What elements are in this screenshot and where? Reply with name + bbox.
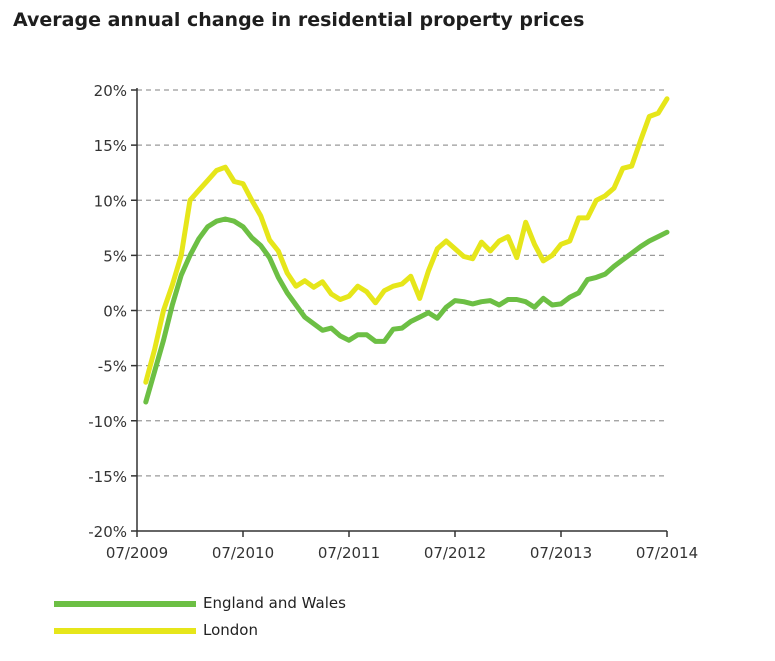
x-tick-label: 07/2012 xyxy=(424,544,486,562)
y-tick-label: 0% xyxy=(103,303,127,321)
y-tick-label: 5% xyxy=(103,247,127,265)
series-line-england-and-wales xyxy=(143,216,670,405)
chart-title: Average annual change in residential pro… xyxy=(13,9,585,31)
x-axis-labels: 07/2009 07/2010 07/2011 07/2012 07/2013 07/20… xyxy=(106,544,698,562)
y-tick-label: 15% xyxy=(94,137,127,155)
y-tick-label: -15% xyxy=(88,468,127,486)
y-tick-label: -5% xyxy=(98,358,127,376)
x-tick-label: 07/2014 xyxy=(636,544,698,562)
axes xyxy=(131,88,668,537)
x-tick-label: 07/2010 xyxy=(212,544,274,562)
y-tick-label: -10% xyxy=(88,413,127,431)
series-line-london xyxy=(143,96,670,385)
gridlines xyxy=(137,89,667,477)
legend-label-england-wales: England and Wales xyxy=(203,594,346,612)
y-tick-label: 10% xyxy=(94,192,127,210)
x-tick-label: 07/2009 xyxy=(106,544,168,562)
x-tick-label: 07/2013 xyxy=(530,544,592,562)
y-tick-label: -20% xyxy=(88,523,127,541)
y-tick-label: 20% xyxy=(94,82,127,100)
legend-swatch-london xyxy=(54,628,196,634)
legend-label-london: London xyxy=(203,621,258,639)
series-lines xyxy=(143,96,670,405)
x-tick-label: 07/2011 xyxy=(318,544,380,562)
y-axis-labels: 20% 15% 10% 5% 0% -5% -10% -15% -20% xyxy=(88,82,127,541)
legend-swatch-england-wales xyxy=(54,601,196,607)
